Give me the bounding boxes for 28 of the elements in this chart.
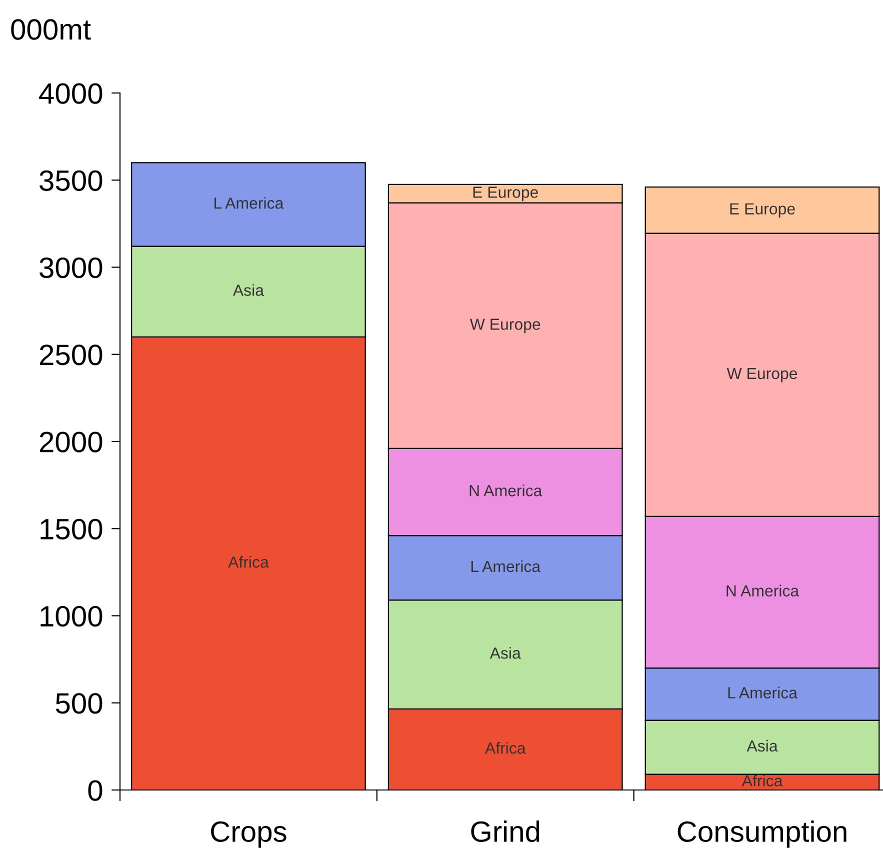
y-tick-label: 0 <box>88 780 102 801</box>
series-label: L America <box>728 686 798 698</box>
text: Africa <box>484 742 526 754</box>
text: L America <box>471 560 541 572</box>
y-tick-label: 1500 <box>40 518 102 540</box>
series-label: Asia <box>746 740 778 752</box>
series-label: Africa <box>742 774 783 786</box>
text: W Europe <box>726 368 798 382</box>
text: Asia <box>490 647 521 659</box>
y-tick-label: 2000 <box>40 432 102 452</box>
text: N America <box>726 584 800 597</box>
y-tick-label: 1000 <box>40 606 102 627</box>
x-tick-label: Grind <box>471 820 540 842</box>
x-tick-label: Consumption <box>678 820 846 848</box>
text: L America <box>214 197 284 209</box>
y-axis-title: 000mt <box>11 19 91 40</box>
text: Asia <box>232 284 264 296</box>
series-label: W Europe <box>470 318 540 334</box>
series-label: N America <box>470 484 542 496</box>
y-tick-label: 500 <box>56 693 102 714</box>
y-tick-label: 3000 <box>40 257 102 278</box>
x-tick-label: Crops <box>211 821 286 848</box>
y-tick-label: 2500 <box>40 344 102 366</box>
text: E Europe <box>730 203 795 218</box>
y-tick-label: 4000 <box>39 83 102 104</box>
y-tick-label: 3500 <box>40 170 102 191</box>
series-label: E Europe <box>473 186 538 202</box>
text: Africa <box>228 556 269 568</box>
